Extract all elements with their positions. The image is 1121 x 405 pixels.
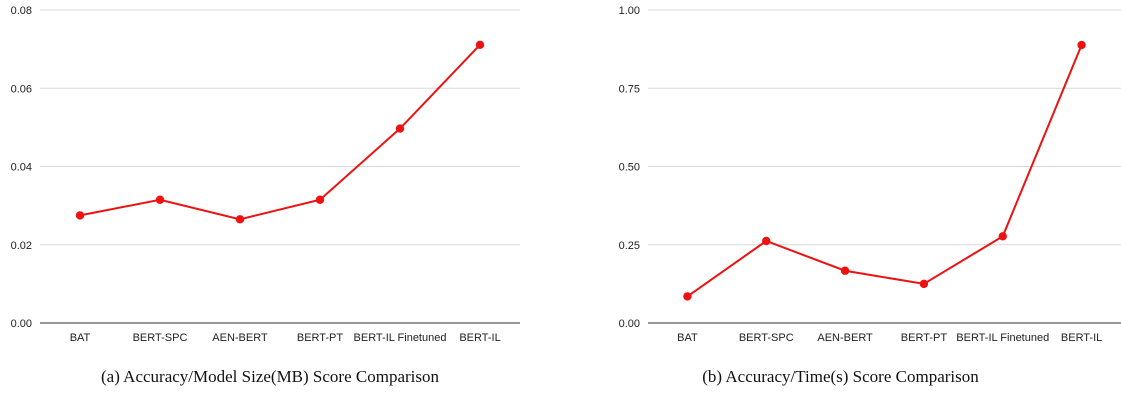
data-point: [75, 211, 85, 220]
x-tick-label: BERT-IL Finetuned: [956, 332, 1049, 344]
x-tick-label: AEN-BERT: [817, 332, 873, 344]
y-tick-label: 0.50: [619, 162, 640, 174]
x-tick-label: BERT-PT: [297, 332, 344, 344]
caption-b: (b) Accuracy/Time(s) Score Comparison: [702, 367, 979, 386]
x-tick-label: BERT-SPC: [739, 332, 794, 344]
series-line: [79, 44, 481, 221]
chart-panel-a: 0.00 0.02 0.04 0.06 0.08 BAT BERT-SPC AEN-BERT B…: [0, 0, 540, 405]
x-tick-label: BAT: [677, 332, 698, 344]
x-tick-label: AEN-BERT: [212, 332, 268, 344]
data-point: [840, 266, 850, 275]
x-tick-label: BERT-IL: [1061, 332, 1102, 344]
y-tick-label: 0.00: [619, 318, 640, 330]
y-tick-label: 0.04: [11, 162, 32, 174]
data-point: [762, 236, 771, 246]
data-point: [919, 279, 929, 289]
data-point: [315, 195, 325, 204]
y-tick-label: 0.06: [11, 83, 32, 95]
x-tick-label: BERT-SPC: [133, 332, 188, 344]
y-tick-label: 0.08: [11, 5, 32, 17]
data-point: [155, 195, 165, 204]
y-tick-label: 0.25: [619, 240, 640, 252]
x-tick-label: BERT-IL Finetuned: [354, 332, 447, 344]
data-point: [235, 215, 245, 224]
y-tick-label: 0.75: [619, 83, 640, 95]
x-tick-label: BERT-IL: [459, 332, 500, 344]
data-point: [683, 292, 692, 301]
x-tick-label: BERT-PT: [901, 332, 948, 344]
series-line: [686, 44, 1083, 298]
line-chart-b: 0.00 0.25 0.50 0.75 1.00 BAT BERT-SPC AEN-BERT B…: [619, 5, 1121, 344]
y-tick-label: 0.00: [11, 318, 32, 330]
data-point: [1077, 40, 1086, 50]
y-tick-label: 1.00: [619, 5, 640, 17]
line-chart-a: 0.00 0.02 0.04 0.06 0.08 BAT BERT-SPC AEN-BERT B…: [11, 5, 520, 344]
data-point: [395, 124, 405, 133]
x-tick-label: BAT: [70, 332, 91, 344]
caption-a: (a) Accuracy/Model Size(MB) Score Compar…: [100, 367, 440, 386]
data-point: [998, 232, 1007, 241]
data-point: [475, 40, 485, 50]
y-tick-label: 0.02: [11, 240, 32, 252]
chart-panel-b: 0.00 0.25 0.50 0.75 1.00 BAT BERT-SPC AEN-BERT B…: [560, 0, 1121, 405]
